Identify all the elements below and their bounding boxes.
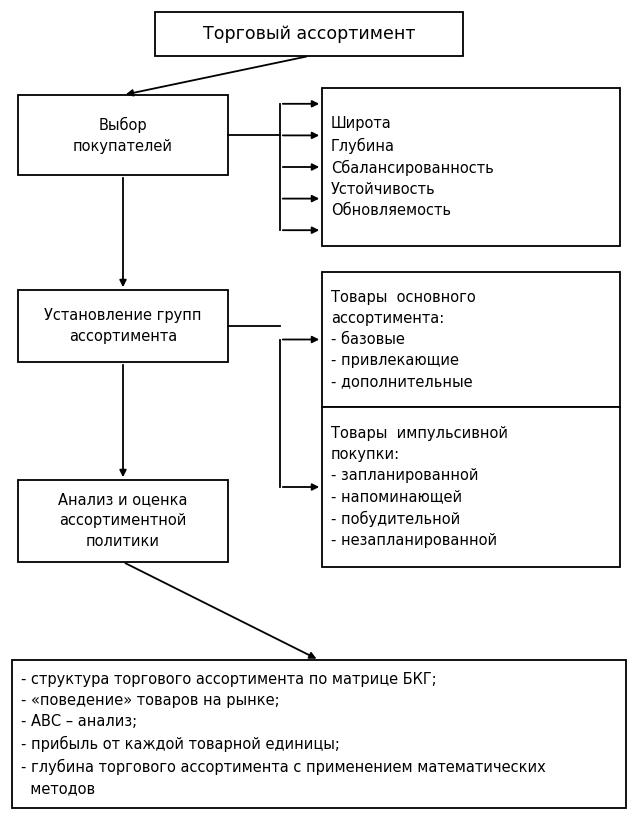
FancyBboxPatch shape [18,480,228,562]
Text: Широта
Глубина
Сбалансированность
Устойчивость
Обновляемость: Широта Глубина Сбалансированность Устойч… [331,116,493,218]
FancyBboxPatch shape [18,290,228,362]
Text: Товары  основного
ассортимента:
- базовые
- привлекающие
- дополнительные: Товары основного ассортимента: - базовые… [331,290,476,389]
FancyBboxPatch shape [12,660,626,808]
Text: Анализ и оценка
ассортиментной
политики: Анализ и оценка ассортиментной политики [58,493,188,549]
Text: Установление групп
ассортимента: Установление групп ассортимента [44,308,202,344]
FancyBboxPatch shape [322,407,620,567]
FancyBboxPatch shape [155,12,463,56]
Text: Торговый ассортимент: Торговый ассортимент [203,25,415,43]
Text: Выбор
покупателей: Выбор покупателей [73,117,173,154]
Text: Товары  импульсивной
покупки:
- запланированной
- напоминающей
- побудительной
-: Товары импульсивной покупки: - запланиро… [331,426,508,547]
FancyBboxPatch shape [322,272,620,407]
FancyBboxPatch shape [322,88,620,246]
Text: - структура торгового ассортимента по матрице БКГ;
- «поведение» товаров на рынк: - структура торгового ассортимента по ма… [21,672,546,796]
FancyBboxPatch shape [18,95,228,175]
